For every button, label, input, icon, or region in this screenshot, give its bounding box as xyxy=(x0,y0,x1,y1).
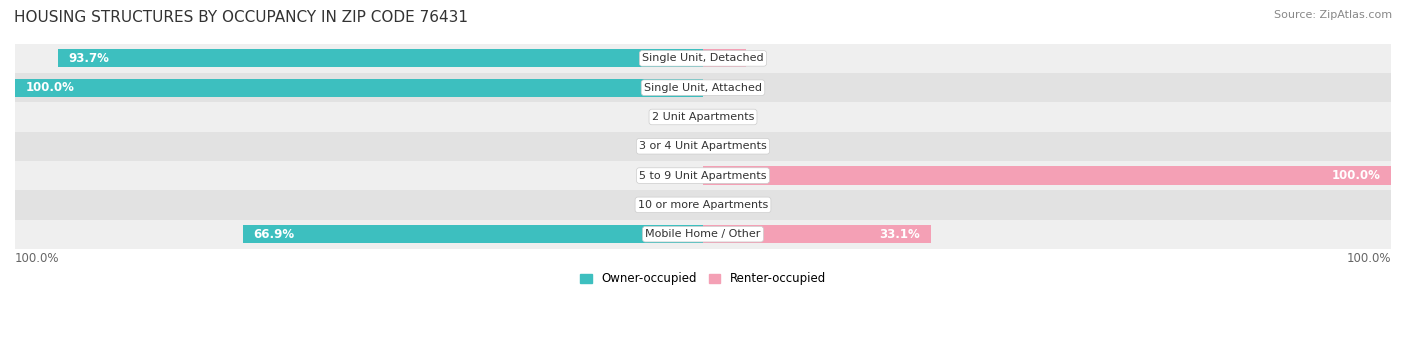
Text: Single Unit, Detached: Single Unit, Detached xyxy=(643,54,763,63)
Bar xyxy=(703,49,747,68)
Bar xyxy=(15,79,703,97)
Text: 0.0%: 0.0% xyxy=(710,140,740,153)
Text: 0.0%: 0.0% xyxy=(666,110,696,123)
Bar xyxy=(15,132,1391,161)
Text: 3 or 4 Unit Apartments: 3 or 4 Unit Apartments xyxy=(640,141,766,151)
Text: Single Unit, Attached: Single Unit, Attached xyxy=(644,83,762,93)
Bar xyxy=(243,225,703,243)
Bar xyxy=(15,161,1391,190)
Text: 0.0%: 0.0% xyxy=(710,81,740,94)
Text: 0.0%: 0.0% xyxy=(666,198,696,211)
Text: 100.0%: 100.0% xyxy=(1347,252,1391,265)
Bar xyxy=(15,73,1391,102)
Bar xyxy=(58,49,703,68)
Text: Source: ZipAtlas.com: Source: ZipAtlas.com xyxy=(1274,10,1392,20)
Text: 0.0%: 0.0% xyxy=(710,110,740,123)
Text: 0.0%: 0.0% xyxy=(710,198,740,211)
Text: 100.0%: 100.0% xyxy=(15,252,59,265)
Legend: Owner-occupied, Renter-occupied: Owner-occupied, Renter-occupied xyxy=(575,268,831,290)
Text: HOUSING STRUCTURES BY OCCUPANCY IN ZIP CODE 76431: HOUSING STRUCTURES BY OCCUPANCY IN ZIP C… xyxy=(14,10,468,25)
Bar xyxy=(15,220,1391,249)
Bar xyxy=(703,225,931,243)
Bar xyxy=(15,190,1391,220)
Text: 66.9%: 66.9% xyxy=(253,228,294,241)
Text: 2 Unit Apartments: 2 Unit Apartments xyxy=(652,112,754,122)
Bar xyxy=(15,102,1391,132)
Text: 0.0%: 0.0% xyxy=(666,169,696,182)
Text: 33.1%: 33.1% xyxy=(880,228,921,241)
Text: Mobile Home / Other: Mobile Home / Other xyxy=(645,229,761,239)
Text: 6.3%: 6.3% xyxy=(703,52,735,65)
Text: 0.0%: 0.0% xyxy=(666,140,696,153)
Bar xyxy=(703,166,1391,184)
Bar xyxy=(15,44,1391,73)
Text: 100.0%: 100.0% xyxy=(25,81,75,94)
Text: 93.7%: 93.7% xyxy=(69,52,110,65)
Text: 10 or more Apartments: 10 or more Apartments xyxy=(638,200,768,210)
Text: 100.0%: 100.0% xyxy=(1331,169,1381,182)
Text: 5 to 9 Unit Apartments: 5 to 9 Unit Apartments xyxy=(640,170,766,181)
